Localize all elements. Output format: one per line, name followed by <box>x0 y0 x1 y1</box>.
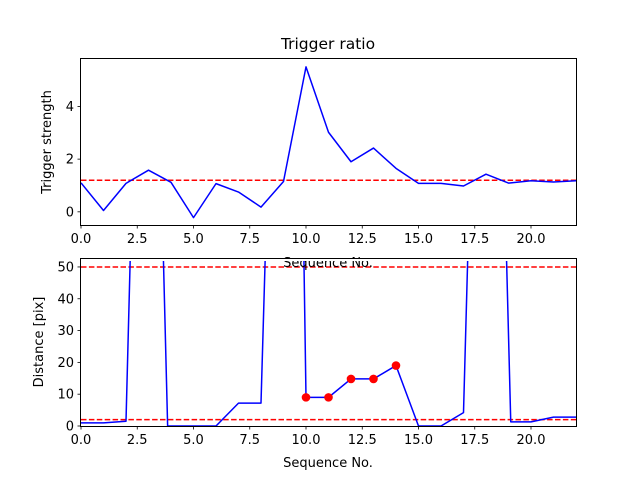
chart-bottom-x-tick-label: 20.0 <box>517 433 546 448</box>
chart-bottom-x-tick-label: 17.5 <box>460 433 489 448</box>
chart-bottom-x-tick-label: 7.5 <box>239 433 260 448</box>
chart-bottom-xlabel: Sequence No. <box>283 456 373 471</box>
chart-bottom-cover <box>81 259 576 261</box>
chart-bottom-marker-point <box>324 393 333 402</box>
chart-bottom-ylabel: Distance [pix] <box>32 297 47 388</box>
chart-bottom-y-tick-label: 10 <box>57 388 74 403</box>
chart-top-x-tick-label: 7.5 <box>239 232 260 247</box>
chart-bottom-x-tick-label: 15.0 <box>404 433 433 448</box>
chart-bottom-y-tick-label: 0 <box>66 420 74 435</box>
chart-top-xlabel: Sequence No. <box>283 256 373 271</box>
chart-bottom-x-tick-label: 12.5 <box>348 433 377 448</box>
chart-top-plot-area <box>81 66 576 219</box>
chart-bottom-y-tick-label: 30 <box>57 324 74 339</box>
chart-bottom-y-ticks: 0 10 20 30 40 50 <box>57 260 81 435</box>
chart-top: Trigger ratio 0.0 2.5 5.0 7.5 10.0 12.5 15.0 17… <box>40 35 577 247</box>
chart-top-y-tick-label: 4 <box>66 100 74 115</box>
chart-bottom-marker-point <box>301 393 311 402</box>
chart-top-x-tick-label: 15.0 <box>404 232 433 247</box>
chart-top-x-tick-label: 20.0 <box>517 232 546 247</box>
chart-top-title: Trigger ratio <box>280 35 375 53</box>
chart-top-series-line-0 <box>81 66 576 219</box>
chart-bottom-x-tick-label: 10.0 <box>292 433 321 448</box>
chart-top-x-tick-label: 10.0 <box>292 232 321 247</box>
chart-bottom-y-tick-label: 50 <box>57 260 74 275</box>
chart-bottom-x-tick-label: 5.0 <box>183 433 204 448</box>
chart-top-x-tick-label: 5.0 <box>183 232 204 247</box>
chart-bottom-x-ticks: 0.0 2.5 5.0 7.5 10.0 12.5 15.0 17.5 20.0 <box>71 426 546 448</box>
chart-bottom-marker-point <box>391 361 401 370</box>
chart-top-ylabel: Trigger strength <box>40 90 55 195</box>
chart-top-y-tick-label: 2 <box>66 153 74 168</box>
chart-bottom-y-tick-label: 20 <box>57 356 74 371</box>
chart-bottom-series-line-0 <box>81 259 576 426</box>
chart-bottom-plot-area <box>81 259 576 426</box>
chart-bottom: 0.0 2.5 5.0 7.5 10.0 12.5 15.0 17.5 20.0 0 10 20 30… <box>32 258 577 448</box>
chart-top-x-tick-label: 12.5 <box>348 232 377 247</box>
chart-top-y-tick-label: 0 <box>66 205 74 220</box>
chart-bottom-marker-point <box>369 374 378 384</box>
chart-bottom-x-tick-label: 2.5 <box>127 433 148 448</box>
chart-bottom-x-tick-label: 0.0 <box>71 433 92 448</box>
chart-top-x-tick-label: 0.0 <box>71 232 92 247</box>
chart-bottom-frame <box>80 258 577 427</box>
chart-top-x-tick-label: 2.5 <box>127 232 148 247</box>
chart-bottom-marker-point <box>346 374 356 384</box>
chart-top-frame <box>80 58 577 226</box>
chart-bottom-y-tick-label: 40 <box>57 292 74 307</box>
chart-top-x-tick-label: 17.5 <box>460 232 489 247</box>
